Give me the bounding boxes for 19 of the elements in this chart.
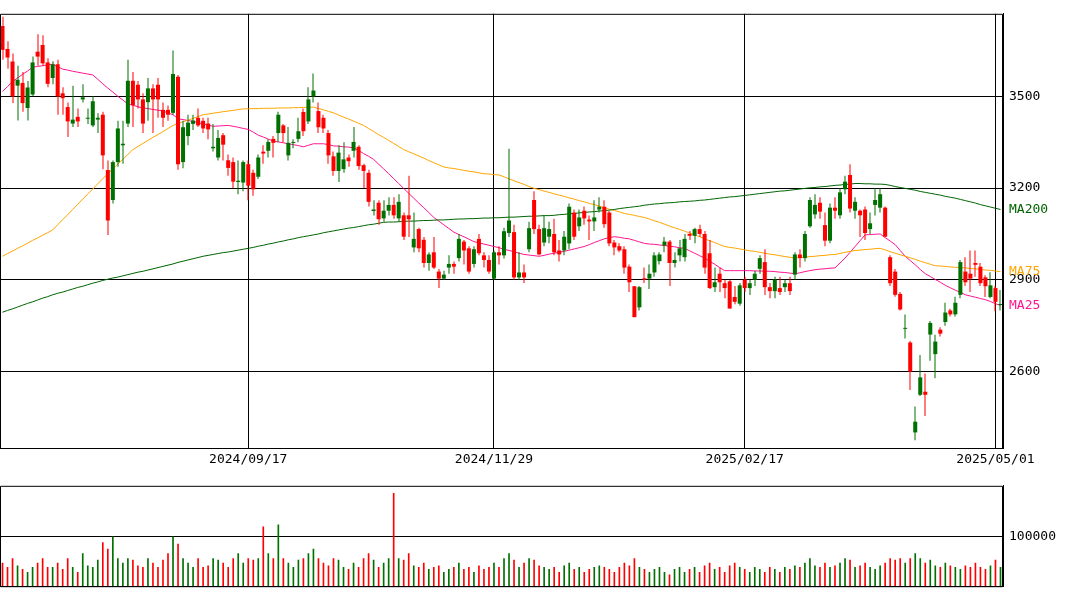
candlestick [923, 373, 928, 416]
candlestick [371, 200, 376, 216]
x-tick-label: 2024/11/29 [454, 451, 534, 467]
x-tick-label: 2025/02/17 [705, 451, 784, 467]
x-tick-label: 2025/05/01 [956, 451, 1035, 467]
candlestick [998, 289, 1003, 311]
series-label: MA200 [1009, 200, 1049, 216]
y-tick-label: 3500 [1009, 87, 1041, 103]
candlestick [832, 197, 837, 219]
candlestick [261, 145, 266, 164]
series-label: MA25 [1009, 296, 1041, 312]
candlestick [973, 250, 978, 277]
y-tick-label: 100000 [1009, 528, 1056, 544]
x-tick-label: 2024/09/17 [209, 451, 288, 467]
y-tick-label: 2600 [1009, 362, 1041, 378]
candlestick [406, 175, 411, 238]
candlestick [903, 314, 908, 339]
candlestick [70, 85, 75, 127]
y-tick-label: 3200 [1009, 179, 1041, 195]
